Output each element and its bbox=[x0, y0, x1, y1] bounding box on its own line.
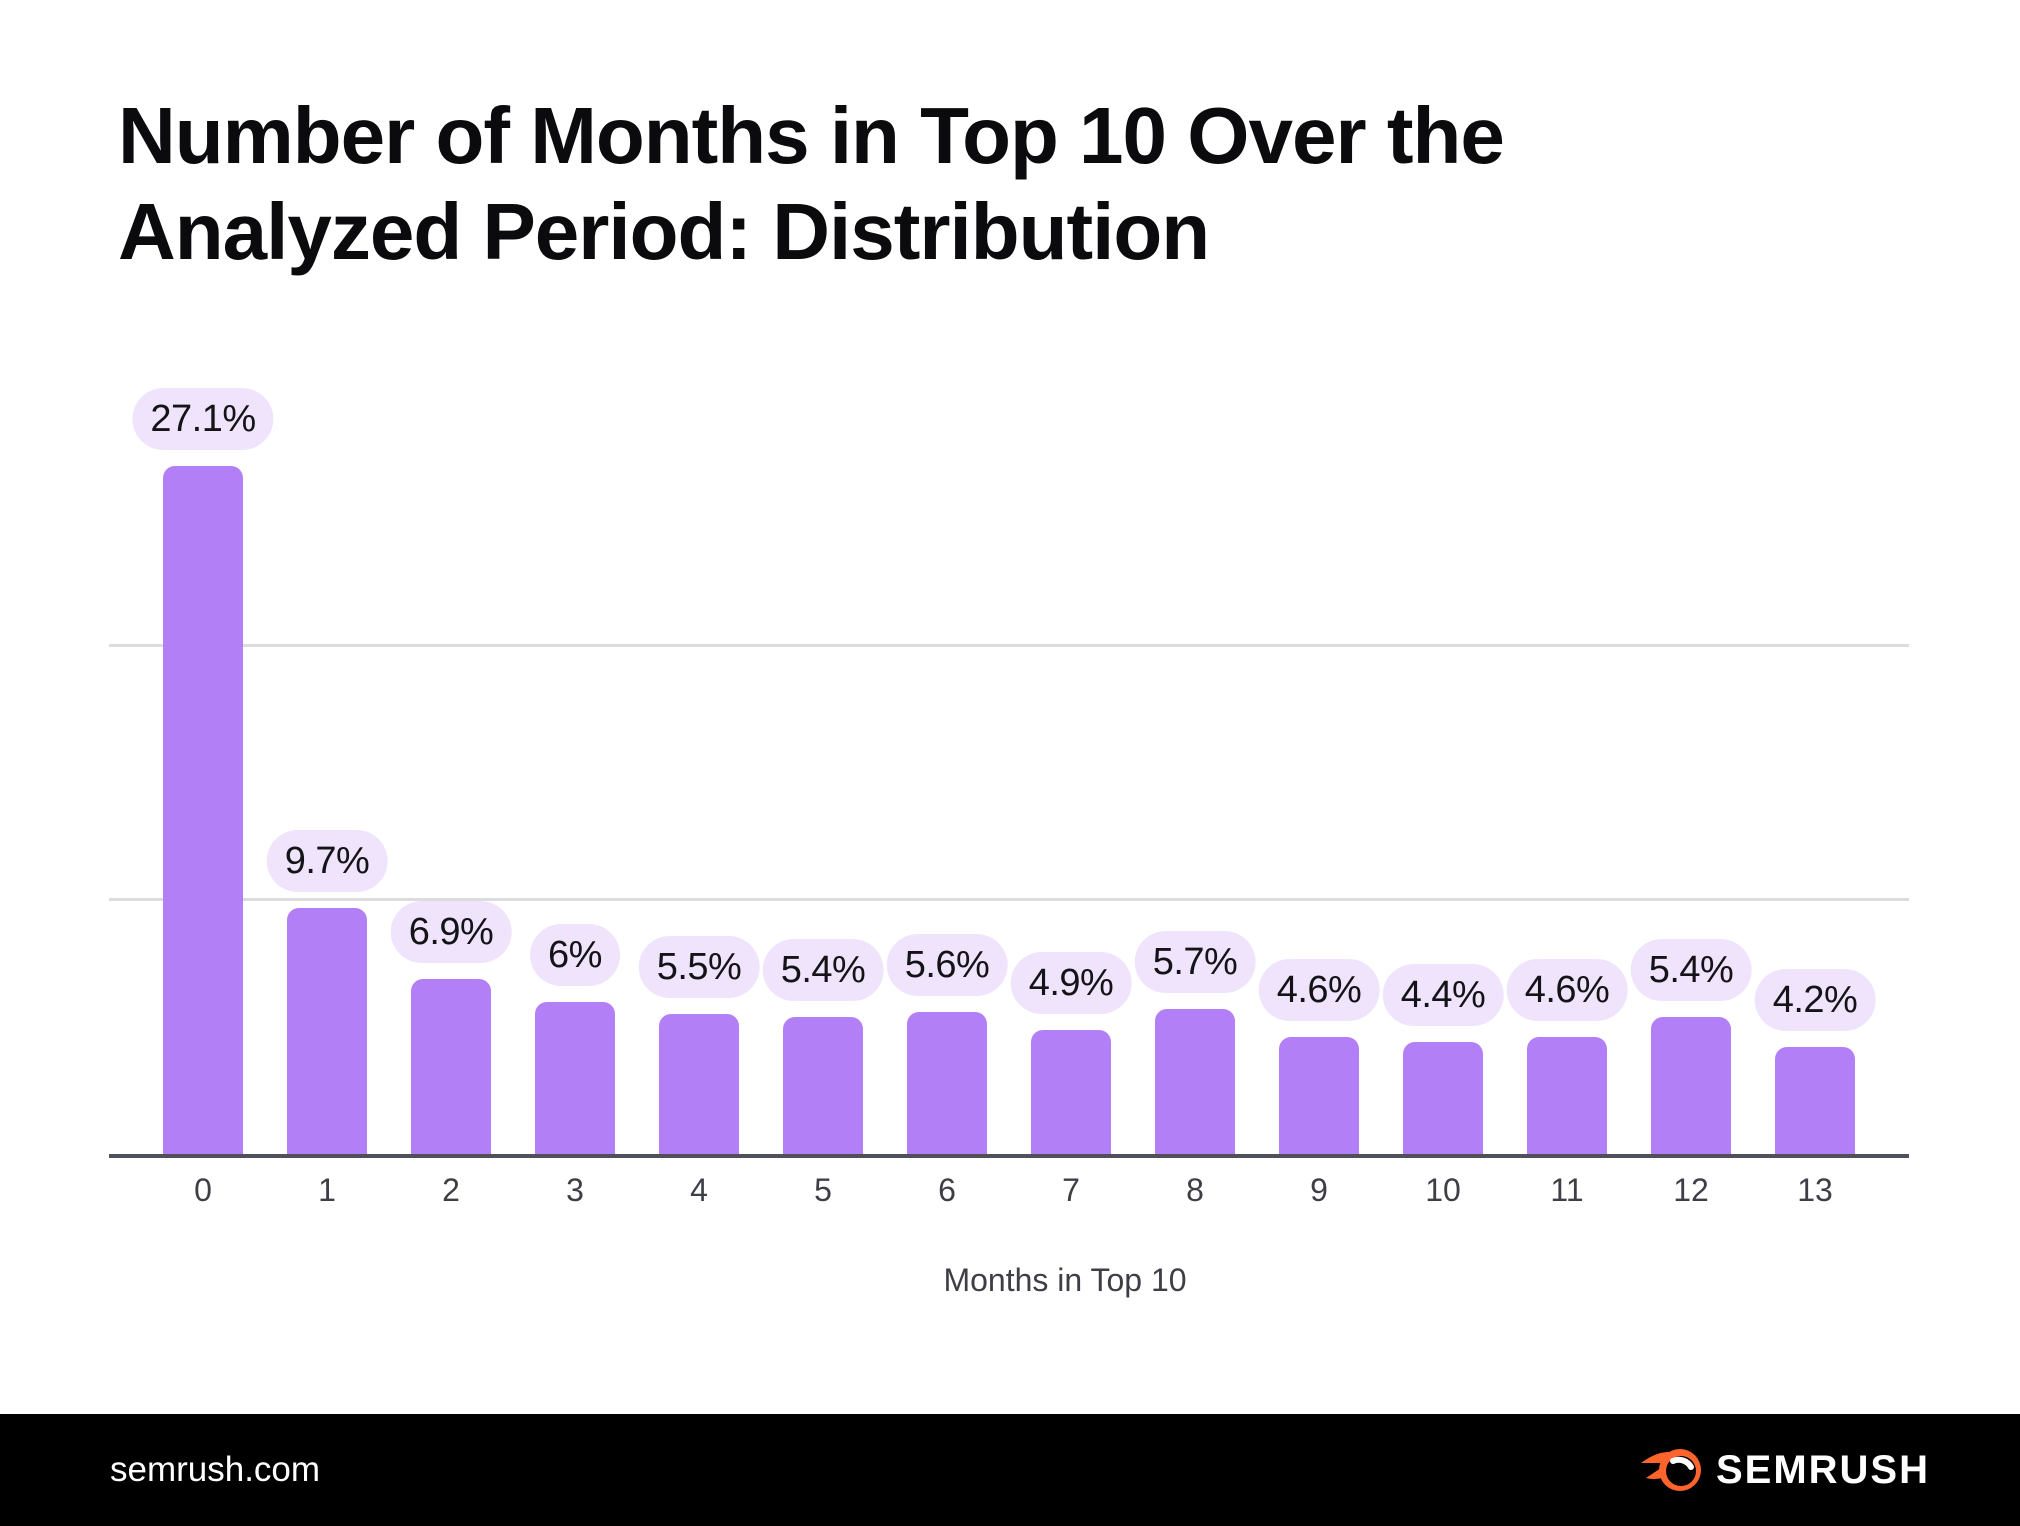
bar-value-pill: 4.2% bbox=[1754, 969, 1876, 1032]
bar-value-pill: 4.9% bbox=[1010, 951, 1132, 1014]
bar-value-pill: 6.9% bbox=[390, 900, 512, 963]
bar-value-pill: 5.4% bbox=[762, 938, 884, 1001]
bar bbox=[1775, 1047, 1855, 1154]
bar-value-pill: 4.6% bbox=[1258, 959, 1380, 1022]
bar bbox=[535, 1001, 615, 1154]
bar bbox=[1155, 1009, 1235, 1154]
x-tick-label: 10 bbox=[1425, 1172, 1461, 1208]
bar bbox=[1403, 1042, 1483, 1154]
bar bbox=[411, 978, 491, 1154]
bar bbox=[1527, 1037, 1607, 1154]
bar-value-pill: 6% bbox=[530, 923, 620, 986]
x-tick-label: 8 bbox=[1186, 1172, 1204, 1208]
bar-value-pill: 4.6% bbox=[1506, 959, 1628, 1022]
semrush-comet-icon bbox=[1640, 1448, 1702, 1492]
x-tick-label: 13 bbox=[1797, 1172, 1833, 1208]
x-axis-title: Months in Top 10 bbox=[943, 1262, 1187, 1298]
bar-chart-plot-area: 27.1% 9.7% 6.9% 6% 5.5% 5.4% 5.6% 4.9% 5.7% 4.6% 4… bbox=[109, 0, 1909, 1154]
semrush-wordmark: SEMRUSH bbox=[1715, 1447, 1930, 1492]
gridline-20-percent bbox=[109, 644, 1909, 647]
bar-value-pill: 5.5% bbox=[638, 936, 760, 999]
bar-value-pill: 5.4% bbox=[1630, 938, 1752, 1001]
x-tick-label: 6 bbox=[938, 1172, 956, 1208]
bar-value-pill: 5.6% bbox=[886, 933, 1008, 996]
x-tick-label: 1 bbox=[318, 1172, 336, 1208]
bar bbox=[907, 1011, 987, 1154]
bar bbox=[287, 907, 367, 1154]
bar bbox=[659, 1014, 739, 1154]
bar-value-pill: 27.1% bbox=[132, 387, 274, 450]
x-axis-line bbox=[109, 1154, 1909, 1158]
x-tick-label: 12 bbox=[1673, 1172, 1709, 1208]
footer-site-url: semrush.com bbox=[110, 1450, 321, 1489]
x-tick-label: 4 bbox=[690, 1172, 708, 1208]
bar bbox=[1651, 1016, 1731, 1154]
bar-value-pill: 9.7% bbox=[266, 829, 388, 892]
bar bbox=[1279, 1037, 1359, 1154]
footer-bar: semrush.com SEMRUSH bbox=[0, 1414, 2020, 1526]
semrush-logo: SEMRUSH bbox=[1640, 1448, 1930, 1493]
x-tick-label: 5 bbox=[814, 1172, 832, 1208]
x-tick-label: 9 bbox=[1310, 1172, 1328, 1208]
x-tick-label: 3 bbox=[566, 1172, 584, 1208]
bar-value-pill: 5.7% bbox=[1134, 931, 1256, 994]
bar bbox=[1031, 1029, 1111, 1154]
bar bbox=[783, 1016, 863, 1154]
gridline-10-percent bbox=[109, 898, 1909, 901]
x-tick-label: 2 bbox=[442, 1172, 460, 1208]
bar-value-pill: 4.4% bbox=[1382, 964, 1504, 1027]
x-tick-label: 7 bbox=[1062, 1172, 1080, 1208]
bar bbox=[163, 465, 243, 1154]
chart-title: Number of Months in Top 10 Over the Anal… bbox=[118, 91, 1505, 276]
x-tick-label: 11 bbox=[1550, 1172, 1584, 1208]
x-tick-label: 0 bbox=[194, 1172, 212, 1208]
